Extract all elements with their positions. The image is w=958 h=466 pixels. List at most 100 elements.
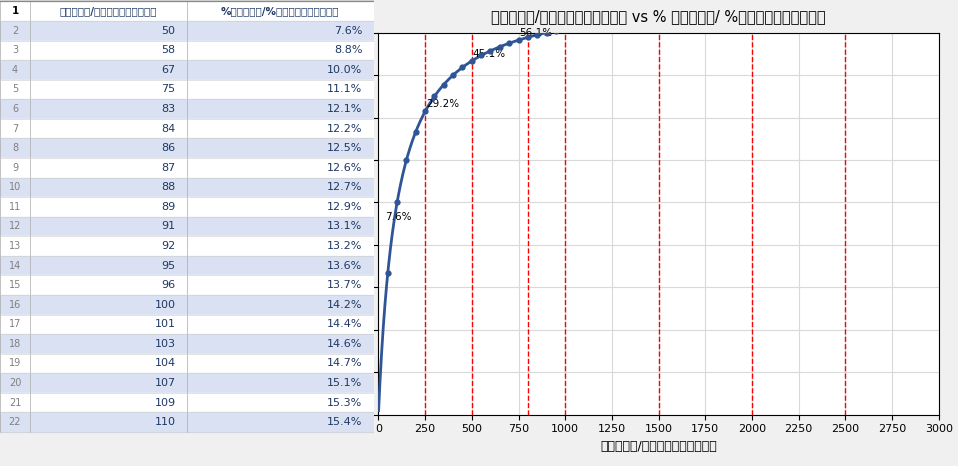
Text: 5: 5 bbox=[11, 84, 18, 95]
Text: 110: 110 bbox=[154, 417, 175, 427]
Text: 18: 18 bbox=[9, 339, 21, 349]
Text: 6: 6 bbox=[11, 104, 18, 114]
Bar bbox=[0, 99, 374, 119]
Text: 75: 75 bbox=[162, 84, 175, 95]
Text: 50: 50 bbox=[162, 26, 175, 36]
Text: 14.6%: 14.6% bbox=[327, 339, 362, 349]
Bar bbox=[0, 1, 374, 21]
Text: 13.6%: 13.6% bbox=[328, 260, 362, 271]
X-axis label: เกราะ/ต้านทานเวท: เกราะ/ต้านทานเวท bbox=[601, 440, 717, 453]
Text: 21: 21 bbox=[9, 397, 21, 408]
Bar bbox=[0, 393, 374, 412]
Y-axis label: % เกราะ / % ต้านทานเวท: % เกราะ / % ต้านทานเวท bbox=[326, 145, 338, 302]
Text: 13.1%: 13.1% bbox=[328, 221, 362, 232]
Text: 13.7%: 13.7% bbox=[327, 280, 362, 290]
Text: 16: 16 bbox=[9, 300, 21, 310]
Text: 14.4%: 14.4% bbox=[327, 319, 362, 329]
Bar bbox=[0, 236, 374, 256]
Text: 81.5%: 81.5% bbox=[0, 465, 1, 466]
Text: 17: 17 bbox=[9, 319, 21, 329]
Text: 12.7%: 12.7% bbox=[327, 182, 362, 192]
Text: 19: 19 bbox=[9, 358, 21, 369]
Text: 87: 87 bbox=[161, 163, 175, 173]
Text: 104: 104 bbox=[154, 358, 175, 369]
Text: 12: 12 bbox=[9, 221, 21, 232]
Text: 12.9%: 12.9% bbox=[327, 202, 362, 212]
Text: 14: 14 bbox=[9, 260, 21, 271]
Text: 84: 84 bbox=[161, 123, 175, 134]
Text: 15.1%: 15.1% bbox=[328, 378, 362, 388]
Text: 101: 101 bbox=[154, 319, 175, 329]
Text: 86: 86 bbox=[162, 143, 175, 153]
Text: 92: 92 bbox=[161, 241, 175, 251]
Text: 12.6%: 12.6% bbox=[327, 163, 362, 173]
Bar bbox=[0, 334, 374, 354]
Text: 14.7%: 14.7% bbox=[327, 358, 362, 369]
Title: เกราะ/ต้านทานเวท vs % เกราะ/ %ต้านทานเวท: เกราะ/ต้านทานเวท vs % เกราะ/ %ต้านทานเวท bbox=[491, 9, 826, 25]
Text: 45.1%: 45.1% bbox=[472, 49, 506, 59]
Text: 13: 13 bbox=[9, 241, 21, 251]
Text: 29.2%: 29.2% bbox=[426, 99, 459, 110]
Text: 22: 22 bbox=[9, 417, 21, 427]
Bar bbox=[0, 412, 374, 432]
Text: 12.2%: 12.2% bbox=[327, 123, 362, 134]
Bar bbox=[0, 138, 374, 158]
Bar bbox=[0, 41, 374, 60]
Text: 56.1%: 56.1% bbox=[519, 28, 553, 38]
Text: 4: 4 bbox=[11, 65, 18, 75]
Text: 15.3%: 15.3% bbox=[328, 397, 362, 408]
Text: 13.2%: 13.2% bbox=[327, 241, 362, 251]
Text: %เกราะ/%ต้านทานเวท: %เกราะ/%ต้านทานเวท bbox=[221, 6, 339, 16]
Text: 100: 100 bbox=[154, 300, 175, 310]
Text: 95: 95 bbox=[162, 260, 175, 271]
Text: 62.3%: 62.3% bbox=[0, 465, 1, 466]
Text: 10.0%: 10.0% bbox=[328, 65, 362, 75]
Text: 10: 10 bbox=[9, 182, 21, 192]
Text: 7.6%: 7.6% bbox=[334, 26, 362, 36]
Text: 15.4%: 15.4% bbox=[327, 417, 362, 427]
Bar bbox=[0, 354, 374, 373]
Bar bbox=[0, 158, 374, 178]
Bar bbox=[0, 60, 374, 80]
Bar bbox=[0, 295, 374, 315]
Text: 15: 15 bbox=[9, 280, 21, 290]
Text: 107: 107 bbox=[154, 378, 175, 388]
Text: 11.1%: 11.1% bbox=[328, 84, 362, 95]
Bar bbox=[0, 275, 374, 295]
Text: 76.8%: 76.8% bbox=[0, 465, 1, 466]
Text: 88: 88 bbox=[161, 182, 175, 192]
Text: 12.5%: 12.5% bbox=[327, 143, 362, 153]
Text: 109: 109 bbox=[154, 397, 175, 408]
Bar bbox=[0, 119, 374, 138]
Text: 103: 103 bbox=[154, 339, 175, 349]
Text: 89: 89 bbox=[161, 202, 175, 212]
Bar bbox=[0, 315, 374, 334]
Text: 71.3%: 71.3% bbox=[0, 465, 1, 466]
Bar bbox=[0, 0, 374, 1]
Text: 80.4%: 80.4% bbox=[0, 465, 1, 466]
Bar bbox=[0, 256, 374, 275]
Text: 58: 58 bbox=[162, 45, 175, 55]
Text: 3: 3 bbox=[11, 45, 18, 55]
Text: 12.1%: 12.1% bbox=[327, 104, 362, 114]
Text: 20: 20 bbox=[9, 378, 21, 388]
Bar bbox=[0, 197, 374, 217]
Text: 9: 9 bbox=[11, 163, 18, 173]
Text: 8: 8 bbox=[11, 143, 18, 153]
Text: 11: 11 bbox=[9, 202, 21, 212]
Text: 2: 2 bbox=[11, 26, 18, 36]
Text: 91: 91 bbox=[162, 221, 175, 232]
Text: 83: 83 bbox=[162, 104, 175, 114]
Text: 8.8%: 8.8% bbox=[334, 45, 362, 55]
Text: เกราะ/ต้านทานเวท: เกราะ/ต้านทานเวท bbox=[59, 6, 157, 16]
Bar bbox=[0, 178, 374, 197]
Text: 7: 7 bbox=[11, 123, 18, 134]
Text: 7.6%: 7.6% bbox=[385, 212, 411, 222]
Bar bbox=[0, 21, 374, 41]
Text: 67: 67 bbox=[162, 65, 175, 75]
Bar bbox=[0, 217, 374, 236]
Text: 1: 1 bbox=[11, 6, 18, 16]
Bar bbox=[0, 80, 374, 99]
Bar bbox=[0, 373, 374, 393]
Text: 14.2%: 14.2% bbox=[327, 300, 362, 310]
